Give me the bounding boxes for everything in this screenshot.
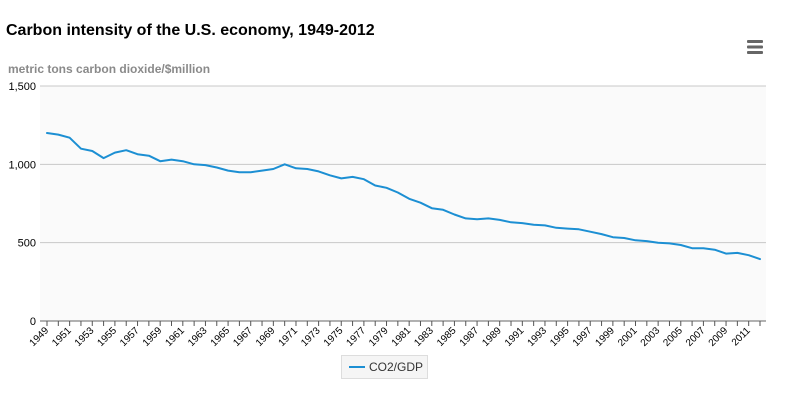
- x-tick-label: 1993: [526, 325, 550, 349]
- y-tick-label: 500: [18, 238, 36, 250]
- x-tick-label: 1955: [96, 325, 120, 349]
- y-tick-label: 0: [30, 316, 36, 328]
- x-tick-label: 1987: [458, 325, 482, 349]
- x-tick-label: 1971: [277, 325, 301, 349]
- x-tick-label: 2009: [707, 325, 731, 349]
- legend-item-co2-gdp[interactable]: CO2/GDP: [341, 355, 428, 379]
- x-tick-label: 1963: [186, 325, 210, 349]
- x-tick-label: 1967: [231, 325, 255, 349]
- series-line-co2-gdp: [46, 132, 761, 261]
- x-tick-label: 2003: [639, 325, 663, 349]
- x-tick-label: 1969: [254, 325, 278, 349]
- y-tick-label: 1,500: [8, 81, 36, 93]
- x-tick-label: 1997: [571, 325, 595, 349]
- x-tick-label: 2007: [684, 325, 708, 349]
- x-tick-label: 2011: [730, 325, 753, 348]
- x-tick-label: 1959: [141, 325, 165, 349]
- x-tick-label: 1985: [435, 325, 459, 349]
- x-tick-label: 1999: [593, 325, 617, 349]
- x-tick-label: 1989: [480, 325, 504, 349]
- chart-menu-button[interactable]: [745, 38, 765, 56]
- x-tick-label: 1973: [299, 325, 323, 349]
- x-tick-label: 2005: [661, 325, 685, 349]
- x-tick-label: 1957: [118, 325, 142, 349]
- legend-swatch: [349, 366, 365, 368]
- y-axis-label: metric tons carbon dioxide/$million: [8, 62, 211, 76]
- x-tick-label: 1977: [344, 325, 368, 349]
- x-tick-label: 1981: [390, 325, 414, 349]
- y-tick-label: 1,000: [8, 159, 36, 171]
- x-tick-label: 1975: [322, 325, 346, 349]
- x-tick-label: 1991: [503, 325, 527, 349]
- x-tick-label: 1979: [367, 325, 391, 349]
- chart-title: Carbon intensity of the U.S. economy, 19…: [6, 22, 375, 39]
- x-tick-label: 2001: [616, 325, 640, 349]
- hamburger-menu-icon: [747, 40, 763, 54]
- x-tick-label: 1953: [73, 325, 97, 349]
- x-tick-label: 1965: [209, 325, 233, 349]
- x-tick-label: 1983: [412, 325, 436, 349]
- x-tick-label: 1961: [163, 325, 187, 349]
- plot-area: [40, 86, 766, 321]
- x-tick-label: 1995: [548, 325, 572, 349]
- legend-label: CO2/GDP: [369, 360, 424, 374]
- x-tick-label: 1951: [50, 325, 74, 349]
- x-tick-label: 1949: [28, 325, 52, 349]
